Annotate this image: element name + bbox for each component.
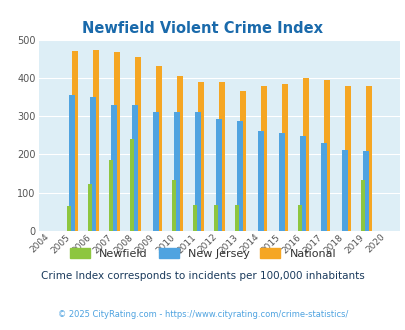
Bar — [114, 52, 120, 231]
Bar — [156, 66, 162, 231]
Bar — [67, 206, 71, 231]
Bar — [193, 205, 197, 231]
Bar — [260, 86, 266, 231]
Bar — [303, 78, 308, 231]
Bar — [219, 82, 224, 231]
Bar — [234, 205, 239, 231]
Bar — [88, 184, 92, 231]
Bar — [324, 80, 329, 231]
Bar — [298, 205, 302, 231]
Bar — [195, 112, 200, 231]
Bar — [130, 139, 134, 231]
Bar — [320, 143, 326, 231]
Text: © 2025 CityRating.com - https://www.cityrating.com/crime-statistics/: © 2025 CityRating.com - https://www.city… — [58, 310, 347, 319]
Bar — [279, 133, 284, 231]
Bar — [69, 95, 75, 231]
Bar — [109, 160, 113, 231]
Bar — [111, 106, 117, 231]
Bar — [174, 112, 180, 231]
Bar — [93, 50, 99, 231]
Legend: Newfield, New Jersey, National: Newfield, New Jersey, National — [66, 245, 339, 262]
Bar — [240, 90, 245, 231]
Bar — [365, 85, 371, 231]
Bar — [198, 82, 204, 231]
Bar — [344, 85, 350, 231]
Bar — [216, 119, 222, 231]
Bar — [300, 136, 305, 231]
Bar — [237, 121, 243, 231]
Bar — [281, 84, 288, 231]
Bar — [360, 180, 364, 231]
Bar — [258, 131, 264, 231]
Bar — [341, 150, 347, 231]
Text: Newfield Violent Crime Index: Newfield Violent Crime Index — [82, 21, 323, 36]
Bar — [153, 112, 159, 231]
Bar — [214, 205, 218, 231]
Bar — [132, 105, 138, 231]
Bar — [362, 151, 368, 231]
Bar — [172, 180, 176, 231]
Bar — [135, 57, 141, 231]
Bar — [177, 76, 183, 231]
Bar — [90, 97, 96, 231]
Text: Crime Index corresponds to incidents per 100,000 inhabitants: Crime Index corresponds to incidents per… — [41, 271, 364, 281]
Bar — [72, 51, 78, 231]
